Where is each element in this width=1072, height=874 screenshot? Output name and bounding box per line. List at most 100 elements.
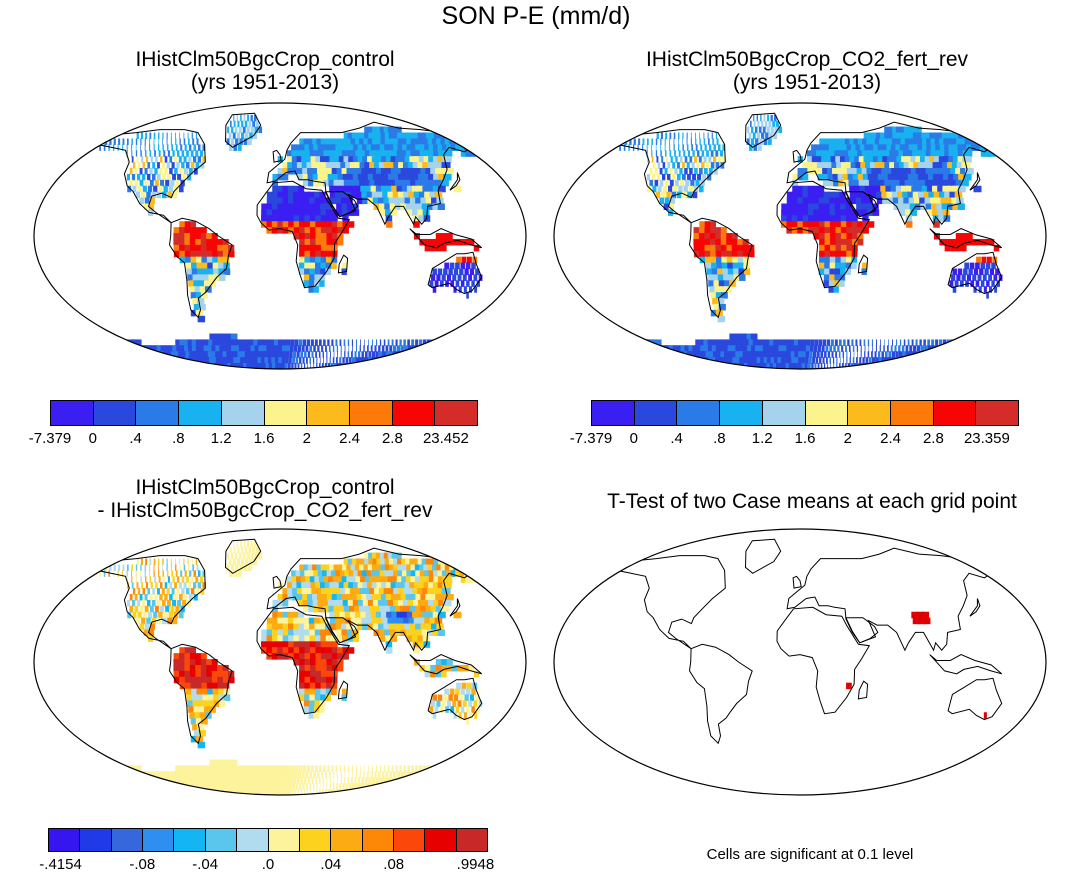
- grid-cell: [785, 363, 791, 369]
- grid-cell: [858, 156, 866, 163]
- grid-cell: [400, 789, 411, 795]
- grid-cell: [195, 718, 203, 725]
- grid-cell: [661, 173, 666, 181]
- grid-cell: [135, 570, 137, 577]
- grid-cell: [236, 339, 244, 346]
- grid-cell: [735, 345, 744, 352]
- grid-cell: [415, 179, 424, 187]
- grid-cell: [330, 623, 337, 631]
- grid-cell: [308, 605, 315, 613]
- grid-cell: [207, 262, 214, 270]
- grid-cell: [99, 570, 101, 577]
- grid-cell: [465, 150, 476, 157]
- grid-cell: [862, 221, 869, 228]
- grid-cell: [326, 144, 334, 151]
- grid-cell: [361, 783, 366, 790]
- grid-cell: [272, 363, 277, 369]
- grid-cell: [830, 244, 836, 252]
- grid-cell: [133, 777, 148, 784]
- coastline-samerica: [688, 643, 753, 745]
- grid-cell: [217, 250, 224, 258]
- grid-cell: [178, 582, 182, 589]
- grid-cell: [285, 357, 289, 364]
- grid-cell: [144, 594, 148, 601]
- grid-cell: [384, 203, 392, 210]
- grid-cell: [340, 588, 348, 595]
- grid-cell: [680, 156, 683, 163]
- grid-cell: [304, 351, 307, 358]
- grid-cell: [442, 576, 453, 583]
- panel1-title-line2: (yrs 1951-2013): [190, 71, 340, 94]
- grid-cell: [326, 238, 333, 246]
- grid-cell: [448, 694, 453, 702]
- grid-cell: [659, 197, 665, 205]
- grid-cell: [288, 647, 295, 654]
- grid-cell: [898, 345, 901, 352]
- grid-cell: [400, 345, 404, 352]
- grid-cell: [429, 280, 434, 287]
- grid-cell: [189, 659, 196, 666]
- grid-cell: [172, 191, 178, 199]
- grid-cell: [453, 138, 465, 145]
- grid-cell: [136, 132, 139, 140]
- grid-cell: [189, 144, 192, 151]
- grid-cell: [437, 611, 446, 619]
- grid-cell: [298, 268, 305, 276]
- grid-cell: [289, 777, 293, 784]
- grid-cell: [375, 765, 378, 772]
- grid-cell: [837, 144, 845, 151]
- grid-cell: [986, 280, 990, 287]
- grid-cell: [302, 173, 309, 181]
- grid-cell: [335, 783, 338, 790]
- grid-cell: [681, 162, 685, 169]
- grid-cell: [688, 185, 694, 193]
- grid-cell: [324, 564, 332, 571]
- grid-cell: [282, 647, 289, 654]
- grid-cell: [339, 765, 342, 772]
- grid-cell: [958, 339, 963, 346]
- grid-cell: [314, 629, 322, 636]
- grid-cell: [161, 162, 165, 169]
- grid-cell: [376, 582, 385, 589]
- grid-cell: [844, 156, 852, 163]
- grid-cell: [310, 789, 311, 795]
- grid-cell: [925, 168, 934, 175]
- grid-cell: [875, 132, 885, 140]
- grid-cell: [308, 191, 316, 199]
- grid-cell: [414, 156, 423, 163]
- grid-cell: [245, 558, 249, 566]
- grid-cell: [143, 783, 158, 790]
- grid-cell: [876, 168, 884, 175]
- grid-cell: [321, 168, 329, 175]
- grid-cell: [310, 244, 316, 252]
- grid-cell: [737, 250, 744, 258]
- grid-cell: [296, 576, 302, 583]
- grid-cell: [720, 238, 727, 246]
- grid-cell: [917, 617, 926, 625]
- grid-cell: [378, 576, 387, 583]
- grid-cell: [455, 688, 460, 696]
- grid-cell: [633, 138, 636, 145]
- grid-cell: [726, 238, 733, 246]
- grid-cell: [366, 570, 375, 577]
- grid-cell: [794, 345, 799, 352]
- grid-cell: [435, 179, 444, 187]
- grid-cell: [829, 345, 833, 352]
- grid-cell: [288, 227, 295, 234]
- grid-cell: [245, 339, 252, 346]
- grid-cell: [411, 765, 415, 772]
- grid-cell: [190, 150, 194, 157]
- grid-cell: [342, 599, 350, 607]
- grid-cell: [303, 617, 310, 625]
- grid-cell: [139, 594, 143, 601]
- grid-cell: [183, 558, 185, 566]
- grid-cell: [150, 363, 167, 369]
- main-title: SON P-E (mm/d): [441, 2, 631, 30]
- grid-cell: [743, 256, 750, 264]
- grid-cell: [269, 339, 275, 346]
- grid-cell: [935, 150, 945, 157]
- grid-cell: [382, 777, 387, 784]
- grid-cell: [705, 256, 712, 264]
- grid-cell: [315, 233, 322, 240]
- grid-cell: [839, 357, 841, 364]
